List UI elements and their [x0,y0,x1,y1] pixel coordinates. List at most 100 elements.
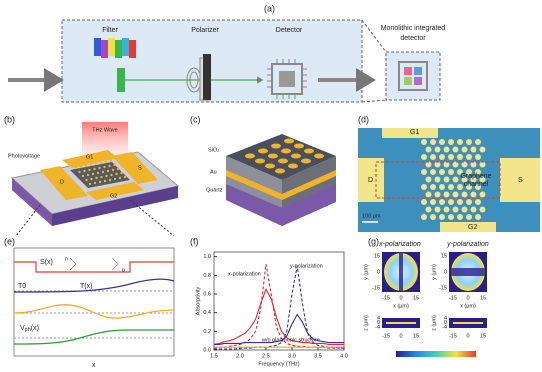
tick-label: 0 [399,295,402,301]
disk [304,148,314,154]
heatmap-y-band [450,268,486,276]
detector-icon [267,59,307,99]
disk [470,191,477,198]
disk [79,165,83,169]
channel [70,162,130,188]
disk [74,166,78,170]
disk [434,161,441,168]
disk [103,179,107,183]
x-axis-label: x (μm) [393,303,409,309]
panel-label: (c) [190,114,201,124]
tick-label: -15 [449,295,457,301]
disk [461,161,468,168]
vph-label: Vph(x) [20,325,39,334]
s-label: S(x) [40,259,53,266]
tick-label: 0 [466,295,469,301]
disk [430,184,436,190]
strip-y-field [453,322,483,324]
sio2-label: SiO₂ [208,147,219,153]
disk [430,154,436,160]
y-axis-label: y (μm) [363,264,369,280]
plasmonic-array [421,139,486,220]
disk [110,173,113,177]
disk [90,177,93,181]
disk [434,146,441,153]
pad-g1 [62,150,118,168]
tick-label: -15 [439,285,447,291]
disk [434,206,441,213]
y-pol-title: y-polarization [446,241,489,248]
disk [291,153,301,159]
disk [475,169,481,175]
y-tick-label: 0.8 [203,273,211,279]
x-tick-label: 3.5 [314,353,322,359]
z-axis-label: z (μm) [363,315,369,331]
legend-label: y-polarization [290,263,323,269]
disk [120,171,123,175]
panel-label: (f) [190,236,199,246]
tick-label: 15 [441,253,447,259]
substrate-front [52,186,178,226]
series-line [213,288,344,345]
panel-b: (b) THz Wave Photovoltage G1 G2 D S [4,114,180,237]
disk [78,170,81,174]
disk [103,165,106,169]
au-layer [226,170,336,200]
pad-s [500,158,540,202]
disk [268,153,278,159]
gradient-curve [13,304,175,319]
disk [421,199,427,205]
disk [452,206,459,213]
disk [113,163,116,167]
disk [475,214,481,220]
disk [470,206,477,213]
y-axis-title: Absorptivity [195,287,201,316]
panel-label: (e) [4,236,15,246]
pad-g2 [440,222,496,232]
disk [466,169,472,175]
tick-label: -4 [375,324,380,330]
disk [457,184,463,190]
disk [461,206,468,213]
monolithic-label: detector [400,35,426,42]
disk [278,158,288,164]
panel-label: (b) [4,114,15,124]
n-label: n [65,256,68,262]
integrated-box [385,51,441,101]
dirac-cones [69,257,119,271]
panel-d: (d) G1 G2 D S Graphene channel 100 μm [358,114,540,232]
channel-label: channel [464,181,489,188]
tick-label: 0 [377,269,380,275]
disk [443,206,450,213]
disk [434,176,441,183]
tick-label: -15 [382,295,390,301]
disk [457,214,463,220]
disk [118,176,122,180]
disk [108,178,112,182]
series-line [214,313,344,345]
disk [466,154,472,160]
disk [85,178,88,182]
disk [457,169,463,175]
y-tick-label: 0.6 [203,291,211,297]
polarizer-label: Polarizer [191,27,219,34]
vph-main: V [20,325,25,332]
integrated-chip [398,61,428,91]
disk [421,169,427,175]
x-axis-title: Frequency (THz) [258,361,299,367]
disk [425,191,432,198]
disk [84,164,88,168]
x-pol-title: x-polarization [378,241,421,248]
tick-label: 15 [413,333,419,339]
tick-label: 15 [480,333,486,339]
filter-label: Filter [102,27,118,34]
vph-sub: ph [25,327,31,333]
disk [443,146,450,153]
block-top [226,134,336,180]
disk [425,146,432,153]
disk [452,161,459,168]
pad-d [358,158,384,202]
polarizer-icon [186,54,211,101]
disk [101,170,105,174]
disk [479,191,486,198]
